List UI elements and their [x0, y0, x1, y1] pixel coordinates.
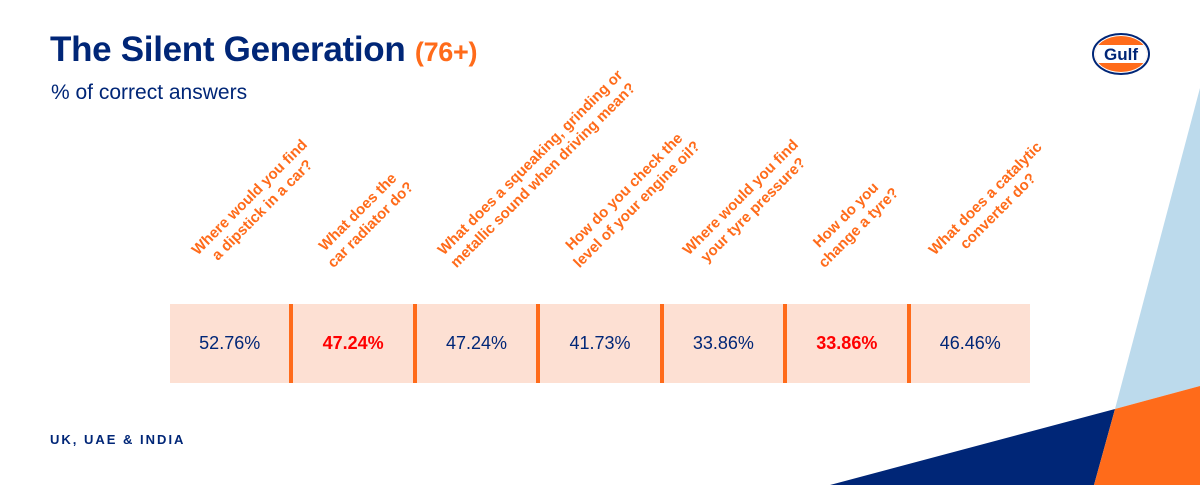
- value-cell: 33.86%: [783, 304, 906, 383]
- subtitle: % of correct answers: [51, 81, 248, 104]
- light-blue-shape: [1115, 88, 1200, 409]
- results-table: 52.76% 47.24% 47.24% 41.73% 33.86% 33.86% 46.4…: [170, 304, 1030, 383]
- value-cell: 33.86%: [659, 304, 783, 383]
- value-cell: 47.24%: [412, 304, 536, 383]
- value-cell: 52.76%: [199, 333, 261, 353]
- svg-text:Gulf: Gulf: [1104, 45, 1138, 64]
- value-cell: 41.73%: [536, 304, 659, 383]
- gulf-logo: Gulf: [1092, 33, 1150, 75]
- value-cell: 46.46%: [906, 304, 1030, 383]
- navy-shape: [830, 409, 1115, 485]
- orange-shape: [1094, 386, 1200, 485]
- region-footer: UK, UAE & INDIA: [50, 432, 186, 447]
- page-title: The Silent Generation (76+): [50, 30, 478, 69]
- age-group: (76+): [414, 37, 478, 67]
- value-cell: 47.24%: [289, 304, 412, 383]
